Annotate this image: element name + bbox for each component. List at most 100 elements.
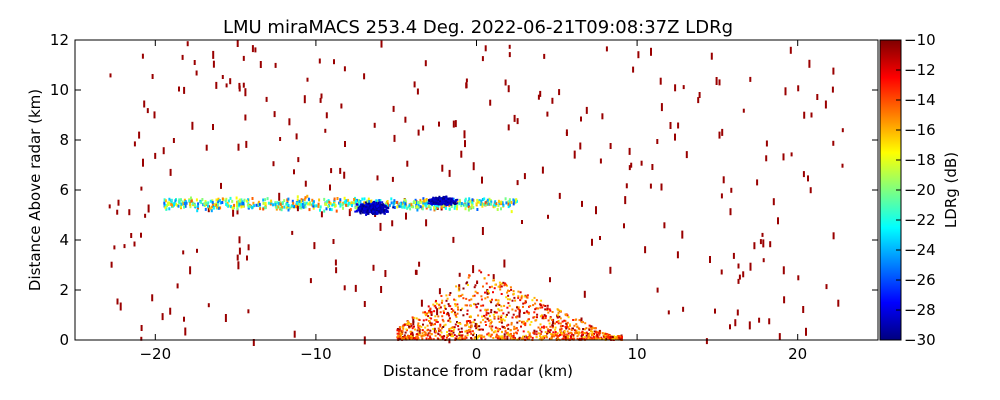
data-cell — [354, 200, 357, 203]
data-cell — [461, 307, 464, 310]
data-cell — [495, 335, 498, 338]
data-cell — [566, 321, 569, 324]
data-cell — [176, 283, 179, 289]
data-cell — [421, 334, 424, 337]
data-cell — [251, 206, 254, 210]
data-cell — [446, 297, 449, 300]
data-cell — [628, 147, 631, 155]
data-cell — [442, 199, 445, 202]
data-cell — [808, 59, 811, 68]
data-cell — [191, 201, 194, 205]
data-cell — [339, 200, 342, 204]
data-cell — [559, 317, 562, 320]
data-cell — [385, 211, 388, 213]
data-cell — [353, 201, 356, 205]
data-cell — [442, 204, 445, 208]
data-cell — [598, 329, 601, 332]
data-cell — [182, 202, 185, 206]
data-cell — [368, 200, 371, 204]
data-cell — [429, 335, 431, 338]
data-cell — [401, 325, 404, 328]
data-cell — [365, 209, 368, 212]
data-cell — [447, 203, 450, 206]
data-cell — [476, 291, 479, 294]
data-cell — [436, 202, 439, 205]
data-cell — [656, 139, 659, 144]
data-cell — [453, 326, 456, 329]
data-cell — [577, 327, 580, 330]
data-cell — [140, 232, 142, 238]
data-cell — [270, 201, 273, 205]
data-cell — [742, 108, 745, 113]
data-cell — [364, 201, 367, 204]
data-cell — [377, 210, 380, 213]
data-cell — [476, 325, 479, 328]
data-cell — [410, 324, 413, 327]
data-cell — [536, 313, 539, 316]
data-cell — [441, 299, 444, 302]
data-cell — [418, 328, 421, 335]
data-cell — [295, 133, 298, 140]
data-cell — [625, 183, 628, 189]
data-cell — [722, 176, 725, 184]
data-cell — [298, 199, 301, 203]
data-cell — [578, 331, 581, 334]
data-cell — [473, 286, 476, 289]
data-cell — [207, 204, 209, 208]
data-cell — [523, 295, 526, 298]
data-cell — [448, 338, 451, 344]
data-cell — [551, 319, 554, 321]
data-cell — [592, 334, 594, 336]
data-cell — [340, 103, 343, 109]
data-cell — [431, 203, 433, 206]
data-cell — [406, 334, 409, 337]
data-cell — [427, 202, 430, 205]
data-cell — [528, 332, 531, 335]
data-cell — [484, 201, 487, 205]
data-cell — [435, 320, 438, 323]
data-cell — [596, 335, 599, 338]
data-cell — [498, 328, 501, 330]
data-cell — [213, 203, 216, 207]
data-cell — [428, 200, 431, 202]
data-cell — [442, 326, 445, 328]
data-cell — [510, 335, 513, 337]
data-cell — [617, 338, 620, 341]
data-cell — [258, 202, 261, 206]
data-cell — [433, 327, 436, 333]
data-cell — [445, 201, 448, 204]
data-cell — [428, 331, 431, 334]
data-cell — [604, 334, 607, 337]
data-cell — [363, 197, 366, 201]
data-cell — [537, 332, 540, 335]
data-cell — [765, 155, 768, 162]
data-cell — [197, 206, 199, 210]
data-cell — [558, 89, 561, 96]
data-cell — [598, 332, 600, 335]
data-cell — [441, 318, 444, 321]
data-cell — [366, 209, 369, 212]
y-tick-label: 0 — [59, 331, 69, 349]
x-tick-label: −10 — [300, 345, 332, 363]
data-cell — [415, 336, 418, 339]
data-cell — [175, 202, 178, 206]
data-cell — [286, 200, 289, 203]
data-cell — [495, 202, 498, 206]
data-cell — [518, 337, 520, 340]
data-cell — [325, 207, 328, 211]
data-cell — [108, 204, 111, 209]
data-cell — [497, 299, 500, 302]
data-cell — [710, 52, 713, 60]
data-cell — [547, 330, 550, 333]
data-cell — [539, 306, 542, 309]
data-cell — [510, 321, 513, 324]
data-cell — [351, 204, 353, 207]
data-cell — [169, 307, 172, 315]
data-cell — [522, 322, 525, 325]
data-cell — [522, 338, 525, 341]
data-cell — [429, 206, 432, 210]
data-cell — [359, 205, 362, 208]
data-cell — [386, 206, 389, 209]
data-cell — [492, 274, 495, 280]
data-cell — [451, 197, 454, 200]
